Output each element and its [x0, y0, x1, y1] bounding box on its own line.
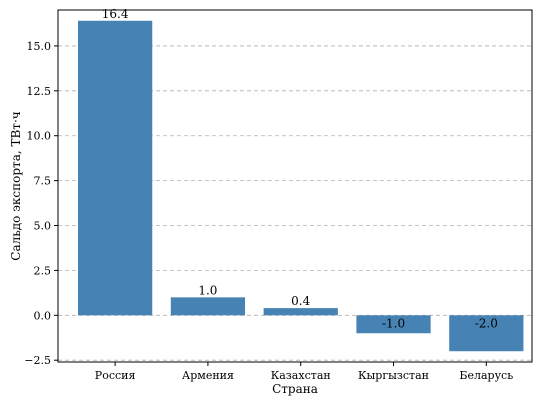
bar-value-label: 16.4 [102, 7, 129, 21]
y-axis: −2.5 0.0 2.5 5.0 7.5 10.0 12.5 15.0 [24, 40, 58, 367]
x-tick-label: Россия [95, 369, 136, 382]
y-tick-label: 2.5 [34, 264, 52, 277]
y-tick-label: 0.0 [34, 309, 52, 322]
plot-frame [57, 9, 533, 363]
bars [78, 20, 524, 352]
bar-value-labels: 16.4 1.0 0.4 -1.0 -2.0 [102, 7, 498, 331]
x-tick-label: Армения [182, 369, 234, 382]
bar-value-label: -2.0 [475, 316, 498, 330]
y-tick-label: 10.0 [27, 130, 52, 143]
x-axis-label: Страна [272, 382, 318, 396]
y-tick-label: 12.5 [27, 85, 52, 98]
bar-value-label: 1.0 [198, 283, 217, 297]
y-tick-label: 7.5 [34, 175, 52, 188]
x-tick-label: Казахстан [271, 369, 331, 382]
bar [449, 315, 524, 352]
x-axis: Россия Армения Казахстан Кыргызстан Беларусь [95, 362, 513, 382]
y-tick-label: 5.0 [34, 220, 52, 233]
bar-value-label: 0.4 [291, 294, 310, 308]
bar [170, 297, 246, 316]
bar [78, 20, 153, 316]
bar [263, 308, 338, 316]
x-tick-label: Кыргызстан [358, 369, 429, 382]
y-tick-label: −2.5 [24, 354, 51, 367]
y-tick-label: 15.0 [27, 40, 52, 53]
y-axis-label: Сальдо экспорта, ТВт·ч [9, 111, 23, 260]
bar-value-label: -1.0 [382, 316, 405, 330]
bar [356, 315, 431, 334]
x-tick-label: Беларусь [459, 369, 513, 382]
